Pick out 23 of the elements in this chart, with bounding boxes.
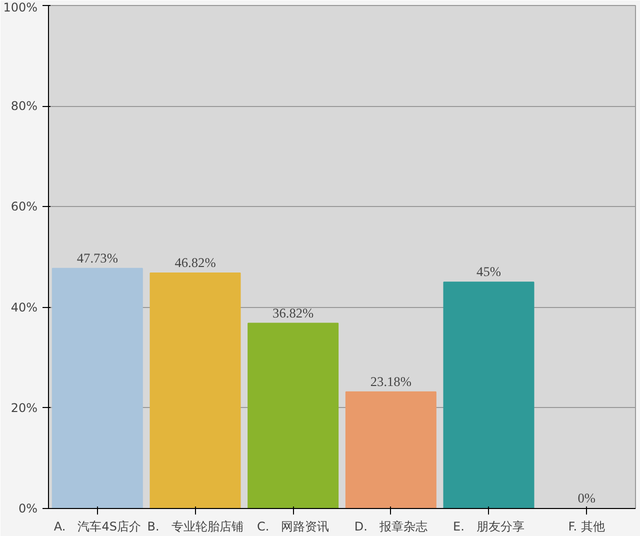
x-tick-label: F. 其他: [568, 520, 605, 534]
x-tick-label: D. 报章杂志: [354, 520, 428, 534]
data-label: 36.82%: [272, 305, 314, 320]
x-tick-label: E. 朋友分享: [453, 520, 524, 534]
y-tick-label: 80%: [10, 99, 38, 114]
y-tick-label: 20%: [10, 400, 38, 415]
bar: [248, 322, 339, 508]
bar: [150, 272, 241, 508]
data-label: 46.82%: [174, 254, 216, 270]
data-label: 45%: [476, 264, 501, 280]
y-tick-label: 40%: [10, 300, 38, 314]
x-tick-label: B. 专业轮胎店铺: [147, 520, 244, 534]
y-tick-label: 0%: [18, 502, 38, 516]
x-tick-label: A. 汽车4S店介: [54, 520, 141, 534]
data-label: 23.18%: [370, 374, 412, 389]
y-tick-label: 100%: [3, 0, 38, 14]
data-label: 0%: [578, 490, 596, 506]
bar: [345, 391, 436, 508]
x-tick-label: C. 网路资讯: [256, 520, 330, 534]
y-tick-label: 60%: [10, 200, 38, 214]
bar: [52, 268, 143, 508]
data-label: 47.73%: [76, 250, 118, 266]
bar: [443, 282, 534, 508]
